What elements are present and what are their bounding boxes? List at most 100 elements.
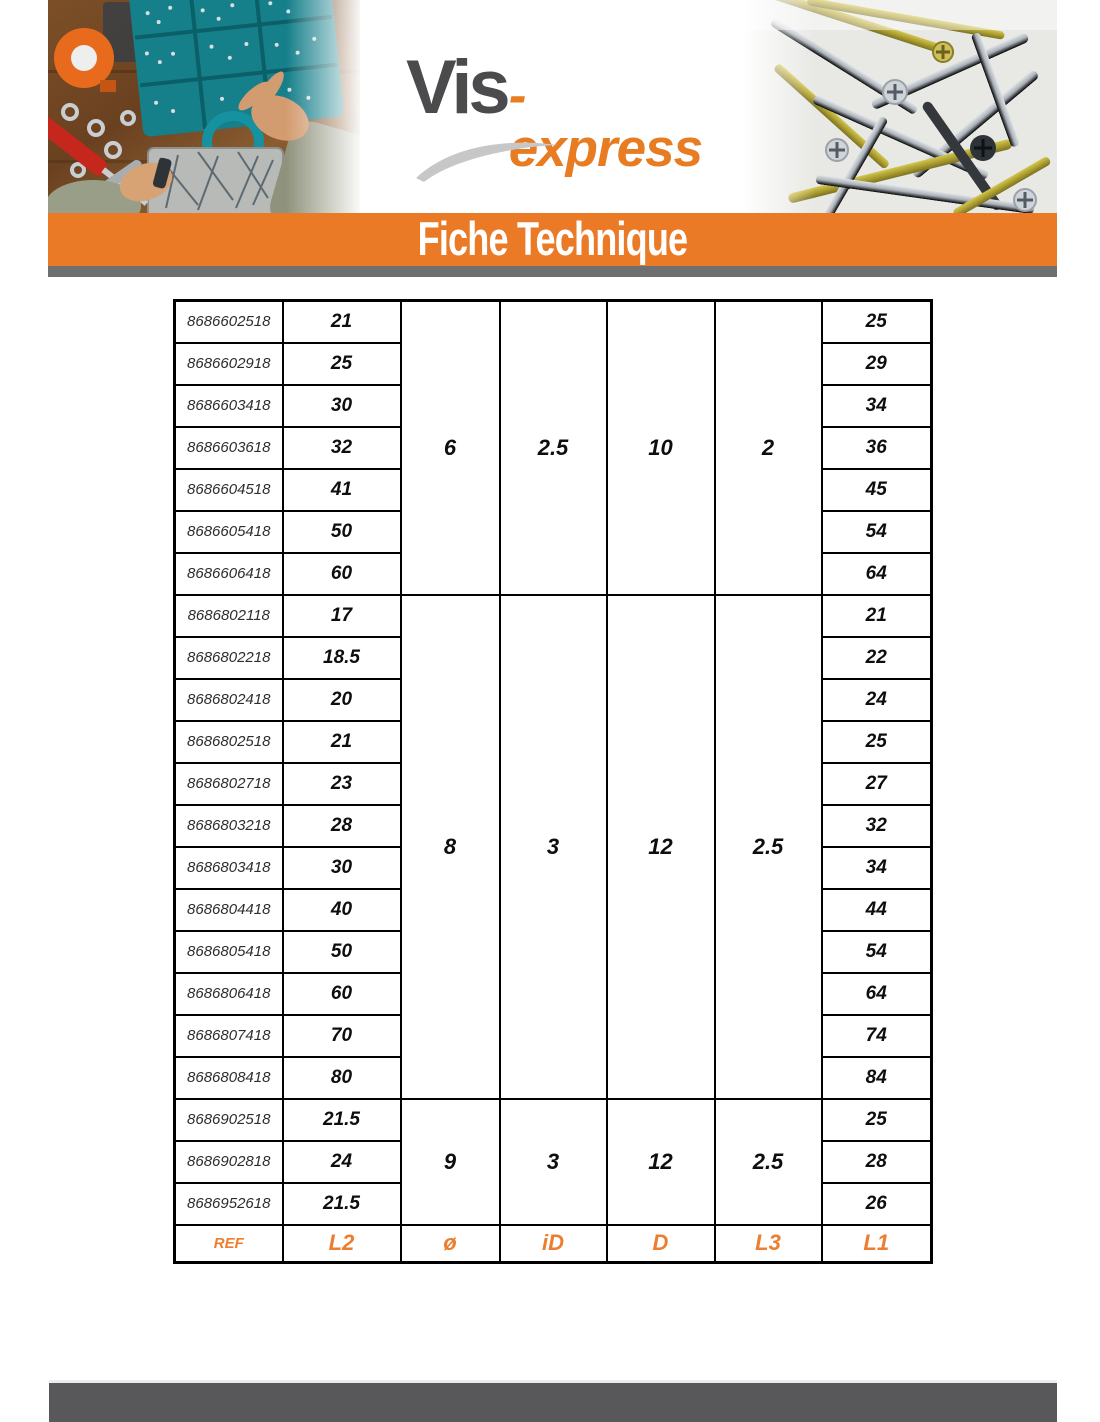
table-row: 8686802418 20 24 [173,677,933,722]
l3-merged-cell: 2.5 [713,593,823,1100]
l2-cell: 17 [281,593,402,638]
inner-diameter-merged-cell: 2.5 [498,299,608,596]
ref-cell: 8686804418 [173,887,284,932]
l1-cell: 25 [820,299,933,344]
screws-photo-art [745,0,1057,213]
l1-cell: 29 [820,341,933,386]
ref-cell: 8686803418 [173,845,284,890]
table-row: 8686902818 24 28 [173,1139,933,1184]
table-row: 8686805418 50 54 [173,929,933,974]
table-row: 8686604518 41 45 [173,467,933,512]
table-row: 8686606418 60 64 [173,551,933,596]
l2-cell: 21 [281,299,402,344]
l1-cell: 64 [820,551,933,596]
table-row: 8686802218 18.5 22 [173,635,933,680]
l1-cell: 22 [820,635,933,680]
l2-cell: 70 [281,1013,402,1058]
ref-cell: 8686806418 [173,971,284,1016]
footer-label-l2: L2 [281,1223,402,1264]
ref-cell: 8686902818 [173,1139,284,1184]
head-diameter-merged-cell: 12 [605,1097,716,1226]
l1-cell: 54 [820,929,933,974]
logo-text-vis: Vis [406,45,511,130]
l2-cell: 50 [281,929,402,974]
screws-photo [745,0,1057,213]
l3-merged-cell: 2.5 [713,1097,823,1226]
bottom-bar-highlight [49,1380,1057,1383]
table-row: 8686806418 60 64 [173,971,933,1016]
ref-cell: 8686952618 [173,1181,284,1226]
ref-cell: 8686802518 [173,719,284,764]
table-row: 8686802518 21 25 [173,719,933,764]
l2-cell: 32 [281,425,402,470]
l2-cell: 40 [281,887,402,932]
diameter-merged-cell: 6 [399,299,501,596]
l1-cell: 36 [820,425,933,470]
l1-cell: 26 [820,1181,933,1226]
ref-cell: 8686803218 [173,803,284,848]
table-row: 8686808418 80 84 [173,1055,933,1100]
spec-table-body: 8686602518 21 6 2.5 10 2 25 8686602918 25 29 86866… [173,299,933,1264]
l2-cell: 41 [281,467,402,512]
footer-label-d: D [605,1223,716,1264]
ref-cell: 8686808418 [173,1055,284,1100]
l2-cell: 80 [281,1055,402,1100]
l2-cell: 30 [281,845,402,890]
ref-cell: 8686802418 [173,677,284,722]
table-row: 8686602918 25 29 [173,341,933,386]
banner-title: Fiche Technique [417,212,689,266]
l1-cell: 64 [820,971,933,1016]
l1-cell: 28 [820,1139,933,1184]
l1-cell: 21 [820,593,933,638]
l1-cell: 84 [820,1055,933,1100]
diameter-merged-cell: 9 [399,1097,501,1226]
l1-cell: 54 [820,509,933,554]
l2-cell: 21.5 [281,1181,402,1226]
logo-swoosh [416,142,558,182]
ref-cell: 8686802118 [173,593,284,638]
ref-cell: 8686603618 [173,425,284,470]
table-row: 8686803218 28 32 [173,803,933,848]
footer-label-l3: L3 [713,1223,823,1264]
ref-cell: 8686902518 [173,1097,284,1142]
bottom-bar [49,1383,1057,1422]
table-row: 8686804418 40 44 [173,887,933,932]
ref-cell: 8686807418 [173,1013,284,1058]
l1-cell: 34 [820,845,933,890]
head-diameter-merged-cell: 12 [605,593,716,1100]
spec-table: 8686602518 21 6 2.5 10 2 25 8686602918 25 29 86866… [173,299,933,1264]
l2-cell: 23 [281,761,402,806]
l2-cell: 60 [281,551,402,596]
table-row: 8686807418 70 74 [173,1013,933,1058]
l2-cell: 30 [281,383,402,428]
ref-cell: 8686602518 [173,299,284,344]
ref-cell: 8686606418 [173,551,284,596]
l1-cell: 44 [820,887,933,932]
table-row: 8686605418 50 54 [173,509,933,554]
l3-merged-cell: 2 [713,299,823,596]
table-footer-row: REF L2 ø iD D L3 L1 [173,1223,933,1264]
footer-label-diameter: ø [399,1223,501,1264]
table-row: 8686802118 17 8 3 12 2.5 21 [173,593,933,1100]
l1-cell: 74 [820,1013,933,1058]
table-row: 8686902518 21.5 9 3 12 2.5 25 [173,1097,933,1226]
table-row: 8686603618 32 36 [173,425,933,470]
head-diameter-merged-cell: 10 [605,299,716,596]
table-row: 8686952618 21.5 26 [173,1181,933,1226]
ref-cell: 8686603418 [173,383,284,428]
table-row: 8686803418 30 34 [173,845,933,890]
workbench-photo-art [48,0,360,213]
footer-label-ref: REF [173,1223,284,1264]
fiche-technique-banner: Fiche Technique [48,213,1057,266]
l2-cell: 60 [281,971,402,1016]
l1-cell: 45 [820,467,933,512]
ref-cell: 8686604518 [173,467,284,512]
l2-cell: 21.5 [281,1097,402,1142]
l2-cell: 24 [281,1139,402,1184]
ref-cell: 8686805418 [173,929,284,974]
ref-cell: 8686802718 [173,761,284,806]
ref-cell: 8686602918 [173,341,284,386]
l2-cell: 28 [281,803,402,848]
inner-diameter-merged-cell: 3 [498,593,608,1100]
